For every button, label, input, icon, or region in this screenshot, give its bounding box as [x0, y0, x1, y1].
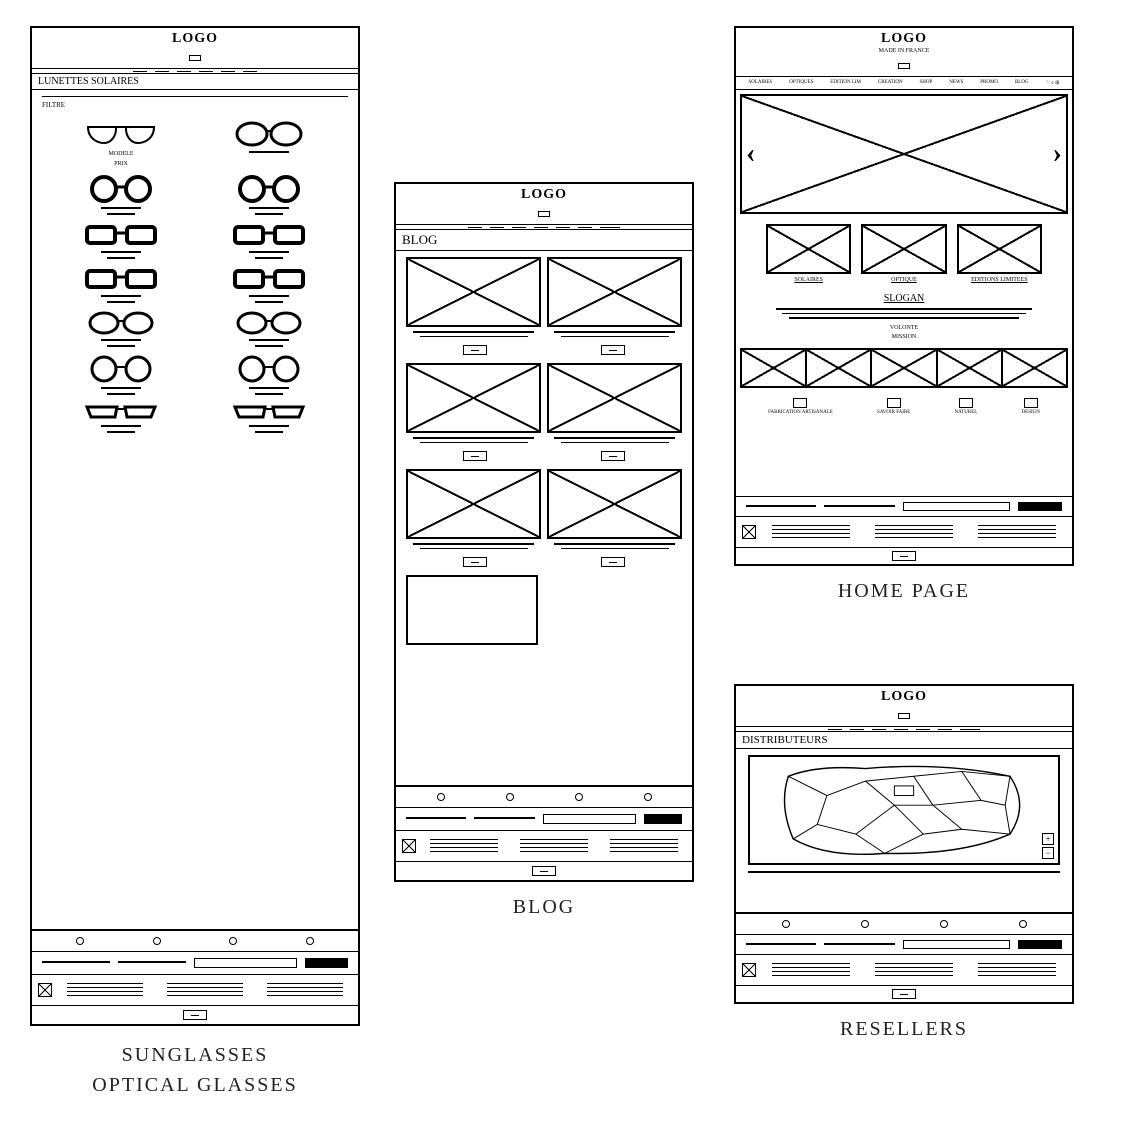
homepage-wireframe: LOGO MADE IN FRANCE SOLAIRES OPTIQUES ED… [734, 26, 1074, 566]
product-item[interactable] [62, 223, 180, 259]
panel-title-resellers: RESELLERS [734, 1018, 1074, 1041]
zoom-out-button[interactable]: − [1042, 847, 1054, 859]
social-row [736, 912, 1072, 934]
product-item[interactable] [210, 311, 328, 347]
nav-item[interactable]: CREATION [878, 80, 903, 86]
load-more-button[interactable] [601, 451, 625, 461]
product-item[interactable] [62, 267, 180, 303]
post-image[interactable] [406, 363, 541, 433]
gallery-item[interactable] [1003, 348, 1068, 388]
product-item[interactable] [210, 267, 328, 303]
nav-item[interactable]: SOLAIRES [748, 80, 772, 86]
nav-item[interactable]: BLOG [1015, 80, 1029, 86]
slogan: SLOGAN [736, 293, 1072, 304]
social-icon[interactable] [229, 937, 237, 945]
social-icon[interactable] [575, 793, 583, 801]
load-more-button[interactable] [601, 345, 625, 355]
page-heading: BLOG [396, 230, 692, 251]
hero-carousel[interactable] [740, 94, 1068, 214]
panel-title-sunglasses: SUNGLASSES OPTICAL GLASSES [30, 1040, 360, 1100]
product-item[interactable] [62, 175, 180, 215]
page-heading: DISTRIBUTEURS [736, 732, 1072, 749]
logo: LOGO [736, 28, 1072, 48]
footer-logo-icon [742, 963, 756, 977]
footer-links [736, 516, 1072, 547]
carousel-prev-icon[interactable]: ‹ [746, 138, 755, 170]
social-icon[interactable] [644, 793, 652, 801]
load-more-button[interactable] [463, 345, 487, 355]
gallery-item[interactable] [938, 348, 1003, 388]
footer-logo-icon [38, 983, 52, 997]
page-heading: LUNETTES SOLAIRES [32, 74, 358, 90]
footer-links [396, 830, 692, 861]
blog-wireframe: LOGO BLOG [394, 182, 694, 882]
sunglasses-wireframe: LOGO LUNETTES SOLAIRES FILTRE MODELE PRI… [30, 26, 360, 1026]
gallery-item[interactable] [740, 348, 807, 388]
load-more-button[interactable] [463, 451, 487, 461]
category-card[interactable] [957, 224, 1042, 274]
social-row [32, 929, 358, 951]
nav-item[interactable]: NEWS [949, 80, 963, 86]
load-more-button[interactable] [463, 557, 487, 567]
nav-item[interactable]: SHOP [920, 80, 933, 86]
post-image[interactable] [406, 257, 541, 327]
post-image[interactable] [547, 469, 682, 539]
nav-item[interactable]: PROMO [980, 80, 998, 86]
panel-title-blog: BLOG [394, 896, 694, 919]
social-icon[interactable] [940, 920, 948, 928]
social-icon[interactable] [506, 793, 514, 801]
product-item[interactable] [62, 311, 180, 347]
product-item[interactable] [210, 403, 328, 433]
product-item[interactable] [210, 223, 328, 259]
social-icon[interactable] [861, 920, 869, 928]
post-image[interactable] [547, 363, 682, 433]
post-image[interactable] [547, 257, 682, 327]
product-item[interactable] [62, 403, 180, 433]
gallery-item[interactable] [807, 348, 872, 388]
footer-links [32, 974, 358, 1005]
footer-logo-icon [402, 839, 416, 853]
footer-links [736, 954, 1072, 985]
nav-item[interactable]: EDITION LIM [830, 80, 861, 86]
zoom-in-button[interactable]: + [1042, 833, 1054, 845]
resellers-wireframe: LOGO DISTRIBUTEURS + − [734, 684, 1074, 1004]
panel-title-homepage: HOME PAGE [734, 580, 1074, 603]
product-item[interactable] [210, 175, 328, 215]
logo: LOGO [736, 686, 1072, 706]
product-item[interactable] [210, 355, 328, 395]
social-icon[interactable] [306, 937, 314, 945]
footer-logo-icon [742, 525, 756, 539]
logo: LOGO [32, 28, 358, 48]
nav-bar: SOLAIRES OPTIQUES EDITION LIM CREATION S… [736, 76, 1072, 90]
social-icon[interactable] [76, 937, 84, 945]
product-grid: MODELE PRIX [32, 111, 358, 443]
category-card[interactable] [766, 224, 851, 274]
load-more-button[interactable] [601, 557, 625, 567]
logo: LOGO [396, 184, 692, 204]
social-icon[interactable] [437, 793, 445, 801]
social-icon[interactable] [153, 937, 161, 945]
product-item[interactable] [210, 121, 328, 167]
product-item[interactable]: MODELE PRIX [62, 121, 180, 167]
carousel-next-icon[interactable]: › [1053, 138, 1062, 170]
product-item[interactable] [62, 355, 180, 395]
nav-item[interactable]: OPTIQUES [789, 80, 813, 86]
map[interactable]: + − [748, 755, 1060, 865]
filter-bar: FILTRE [32, 99, 358, 111]
post-placeholder [406, 575, 538, 645]
category-card[interactable] [861, 224, 946, 274]
social-icon[interactable] [782, 920, 790, 928]
gallery-item[interactable] [872, 348, 937, 388]
post-image[interactable] [406, 469, 541, 539]
social-icon[interactable] [1019, 920, 1027, 928]
social-row [396, 785, 692, 807]
